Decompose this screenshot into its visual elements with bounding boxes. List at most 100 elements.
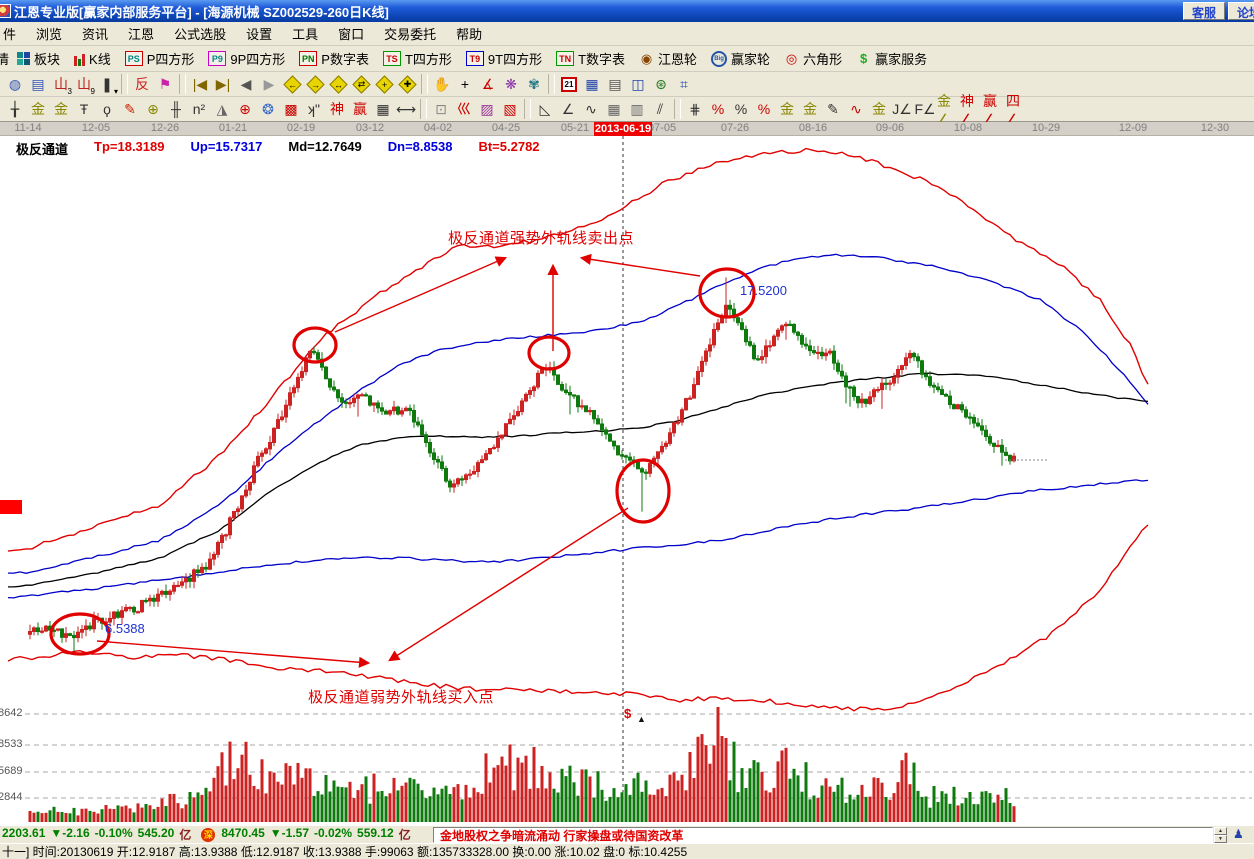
gann-wheel-item[interactable]: ◉ 江恩轮 (633, 47, 703, 70)
draw-fan-box2-icon[interactable]: ▧ (503, 100, 517, 117)
draw-shen-grid-icon[interactable]: 神 (330, 101, 344, 117)
draw-grid-a-icon[interactable]: ▦ (607, 100, 621, 117)
spinner-up-button[interactable]: ▲ (1214, 827, 1227, 835)
draw-gold-2-icon[interactable]: 金 (54, 101, 68, 117)
draw-star-grid-icon[interactable]: ❂ (262, 100, 274, 117)
draw-ying-grid-icon[interactable]: 赢 (353, 101, 367, 117)
draw-f-icon[interactable]: Ŧ (79, 101, 89, 117)
menu-item-4[interactable]: 公式选股 (174, 27, 227, 42)
draw-gold-line-icon[interactable]: 金 (803, 101, 817, 117)
menu-item-5[interactable]: 设置 (246, 27, 273, 42)
notes-icon[interactable]: ▤ (608, 75, 622, 92)
draw-f-angle-icon[interactable]: F∠ (914, 100, 936, 117)
draw-ruler123-icon[interactable]: ▦ (376, 100, 390, 117)
customer-service-button[interactable]: 客服 (1182, 2, 1225, 20)
t-square-item[interactable]: TS T四方形 (377, 47, 458, 70)
draw-pct-icon[interactable]: % (734, 101, 748, 117)
draw-cross-icon[interactable]: ╁ (10, 100, 20, 117)
draw-gold-angle0-icon[interactable]: 金 (872, 101, 886, 117)
color-flag-icon[interactable]: ⚑ (158, 75, 172, 92)
spinner-down-button[interactable]: ▼ (1214, 835, 1227, 843)
draw-square-grid-icon[interactable]: ▩ (284, 100, 298, 117)
draw-fan-box-icon[interactable]: ▨ (480, 100, 494, 117)
diamond-expand-icon[interactable]: ✚ (396, 74, 418, 95)
diamond-compress-icon[interactable]: ⇄ (350, 74, 372, 95)
save-icon[interactable]: ◫ (631, 75, 645, 92)
winner-service-item[interactable]: $ 赢家服务 (850, 47, 933, 70)
prev-bar-icon[interactable]: ◀ (240, 75, 252, 92)
candle-style-icon[interactable]: ❚ ▾ (101, 75, 118, 96)
draw-parallel-icon[interactable]: ⫽ (656, 100, 664, 117)
draw-angle-mirror-icon[interactable]: ◮ (216, 100, 228, 117)
draw-wave-icon[interactable]: ∿ (585, 100, 597, 117)
web-save-icon[interactable]: ⊛ (655, 75, 667, 92)
forum-button[interactable]: 论坛 (1227, 2, 1254, 20)
menu-item-8[interactable]: 交易委托 (384, 27, 437, 42)
draw-gold-angle-icon[interactable]: 金∠ (937, 92, 951, 127)
ticker-settings-icon[interactable]: ♟ (1233, 827, 1244, 841)
draw-ying-angle-icon[interactable]: 赢∠ (983, 92, 997, 127)
calendar-icon[interactable]: 21 (558, 74, 580, 95)
network-icon[interactable]: ◍ (8, 75, 22, 92)
draw-j-angle-icon[interactable]: J∠ (892, 100, 912, 117)
draw-tri-icon[interactable]: ◺ (539, 100, 551, 117)
menu-item-3[interactable]: 江恩 (128, 27, 155, 42)
calculator-icon[interactable]: ▦ (585, 75, 599, 92)
draw-pct-band-icon[interactable]: % (711, 101, 725, 117)
draw-shen-angle-icon[interactable]: 神∠ (960, 92, 974, 127)
pc-save-icon[interactable]: ⌗ (680, 75, 688, 92)
draw-scale-icon[interactable]: ⋕ (689, 100, 701, 117)
diamond-right-icon[interactable]: → (304, 74, 326, 95)
crosshair-tool-icon[interactable]: + (460, 76, 470, 92)
first-bar-icon[interactable]: |◀ (192, 75, 208, 92)
draw-measure-icon[interactable]: ⟷ (395, 100, 417, 117)
menu-item-6[interactable]: 工具 (292, 27, 319, 42)
next-bar-icon[interactable]: ▶ (263, 75, 275, 92)
draw-ruler-icon[interactable]: ╫ (171, 101, 181, 117)
sector-item[interactable]: 板块 (11, 47, 66, 70)
p9-square-item[interactable]: P9 9P四方形 (202, 47, 291, 70)
draw-gann-circle-icon[interactable]: ⊕ (147, 100, 159, 117)
draw-angle-icon[interactable]: ∠ (561, 100, 575, 117)
hexagon-item[interactable]: ◎ 六角形 (778, 47, 848, 70)
menu-item-0[interactable]: 件 (3, 27, 17, 42)
menu-item-1[interactable]: 浏览 (36, 27, 63, 42)
winner-wheel-item[interactable]: Big 赢家轮 (705, 47, 776, 70)
draw-grid-b-icon[interactable]: ▥ (630, 100, 644, 117)
draw-box-icon[interactable]: ⊡ (435, 100, 447, 117)
last-bar-icon[interactable]: ▶| (215, 75, 231, 92)
menu-item-7[interactable]: 窗口 (338, 27, 365, 42)
p-square-item[interactable]: PS P四方形 (119, 47, 201, 70)
angle-tool-icon[interactable]: ∡ (481, 75, 495, 92)
t-table-item[interactable]: TN T数字表 (550, 47, 631, 70)
draw-pct-line-icon[interactable]: % (757, 101, 771, 117)
draw-fan-icon[interactable]: 巛 (457, 101, 471, 117)
knot-tool-icon[interactable]: ✾ (528, 75, 540, 92)
web-tool-icon[interactable]: ❋ (505, 75, 517, 92)
jifan-channel-icon[interactable]: 反 (135, 76, 149, 92)
diamond-left-icon[interactable]: ← (281, 74, 303, 95)
diamond-cross-icon[interactable]: + (373, 74, 395, 95)
info-document-icon[interactable]: ▤ (31, 75, 45, 92)
t9-square-item[interactable]: T9 9T四方形 (460, 47, 548, 70)
draw-k2-icon[interactable]: ʞ" (308, 101, 320, 117)
draw-n2-icon[interactable]: n² (192, 101, 206, 117)
hand-tool-icon[interactable]: ✋ (433, 75, 451, 92)
draw-circle-cross-icon[interactable]: ⊕ (239, 100, 251, 117)
draw-gold-circle-icon[interactable]: 金 (780, 101, 794, 117)
draw-si-angle-icon[interactable]: 四∠ (1006, 92, 1020, 127)
p-table-item[interactable]: PN P数字表 (293, 47, 375, 70)
menu-item-2[interactable]: 资讯 (82, 27, 109, 42)
menu-item-9[interactable]: 帮助 (456, 27, 483, 42)
draw-spiral-icon[interactable]: ϙ (103, 101, 111, 117)
draw-pencil-icon[interactable]: ✎ (124, 100, 136, 117)
draw-wave-red-icon[interactable]: ∿ (850, 100, 862, 117)
kline-item[interactable]: K线 (68, 47, 117, 70)
chart-area[interactable]: 极反通道 Tp=18.3189 Up=15.7317 Md=12.7649 Dn=8.8… (0, 136, 1254, 825)
draw-gold-1-icon[interactable]: 金 (31, 101, 45, 117)
draw-brush-icon[interactable]: ✎ (827, 100, 839, 117)
diamond-both-icon[interactable]: ↔ (327, 74, 349, 95)
